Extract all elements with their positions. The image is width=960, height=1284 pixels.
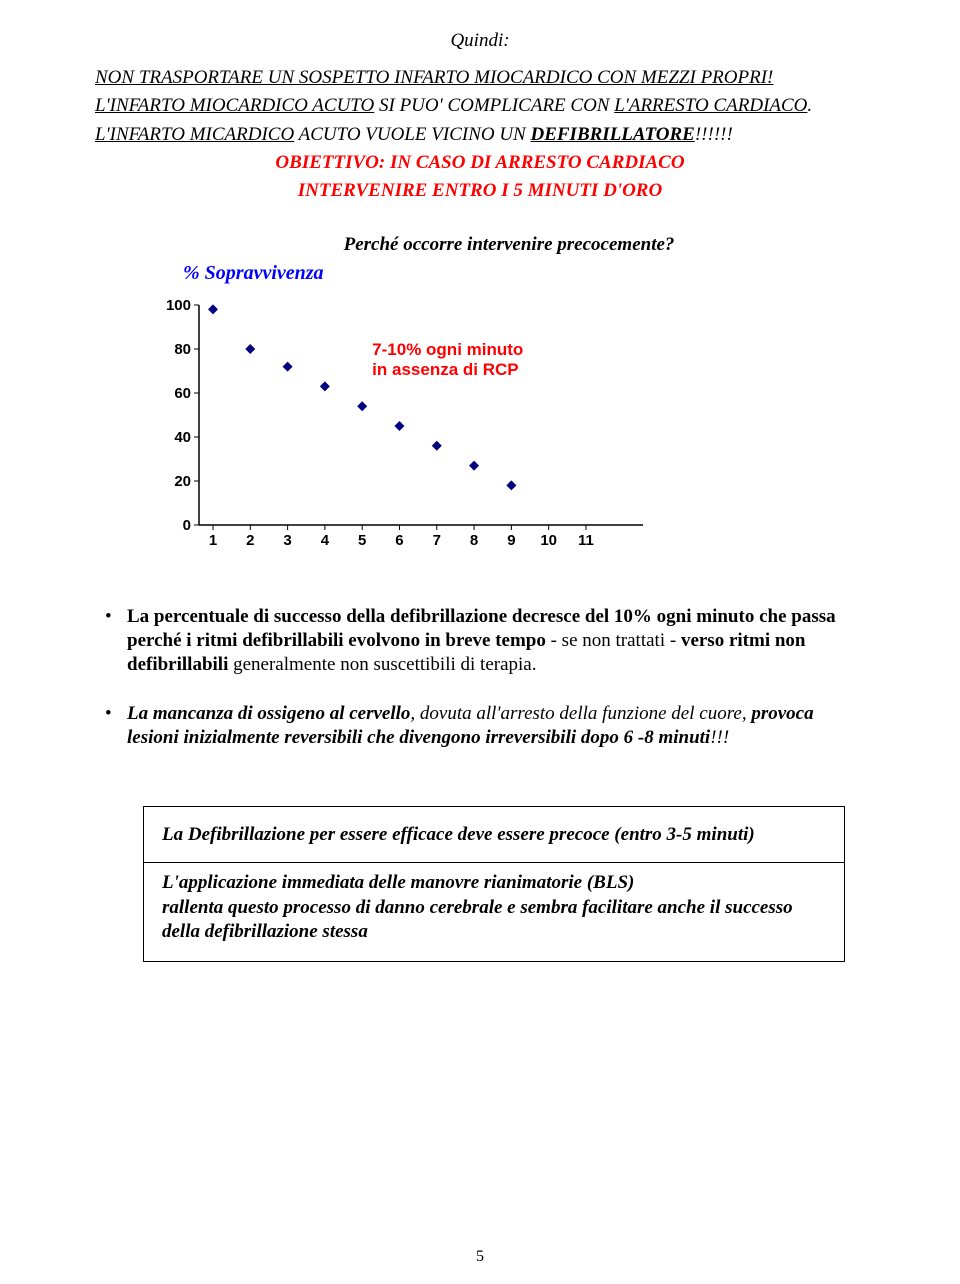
line1: NON TRASPORTARE UN SOSPETTO INFARTO MIOC…: [95, 66, 865, 90]
svg-text:2: 2: [246, 532, 254, 549]
bullet-item: •La percentuale di successo della defibr…: [105, 605, 865, 678]
svg-text:100: 100: [166, 297, 191, 314]
objective-line1: OBIETTIVO: IN CASO DI ARRESTO CARDIACO: [95, 151, 865, 175]
box-top-text: La Defibrillazione per essere efficace d…: [162, 823, 826, 848]
line3-post: DEFIBRILLATORE: [530, 124, 694, 145]
svg-text:6: 6: [395, 532, 403, 549]
box-bottom-line1: L'applicazione immediata delle manovre r…: [162, 871, 826, 896]
objective-line2: INTERVENIRE ENTRO I 5 MINUTI D'ORO: [95, 179, 865, 203]
box-divider: [144, 862, 844, 863]
svg-text:20: 20: [174, 473, 191, 490]
svg-text:11: 11: [578, 532, 594, 549]
line2-post: L'ARRESTO CARDIACO: [614, 95, 807, 116]
bullet-marker: •: [105, 605, 127, 678]
bullets-list: •La percentuale di successo della defibr…: [95, 605, 865, 751]
survival-chart: 100 80 60 40 20 0 1 2 3 4 5 6 7 8 9 10 11 7-10% ogni minu…: [153, 295, 653, 555]
quindi-heading: Quindi:: [95, 30, 865, 52]
svg-text:40: 40: [174, 429, 191, 446]
line3-mid: ACUTO VUOLE VICINO UN: [294, 124, 530, 145]
svg-text:0: 0: [183, 517, 191, 534]
line3-pre: L'INFARTO MICARDICO: [95, 124, 294, 145]
line2-mid: SI PUO' COMPLICARE CON: [374, 95, 614, 116]
svg-text:in assenza di RCP: in assenza di RCP: [372, 360, 518, 379]
svg-text:3: 3: [283, 532, 291, 549]
info-box: La Defibrillazione per essere efficace d…: [143, 806, 845, 962]
line2: L'INFARTO MIOCARDICO ACUTO SI PUO' COMPL…: [95, 94, 865, 118]
svg-text:1: 1: [209, 532, 217, 549]
box-bottom-line2: rallenta questo processo di danno cerebr…: [162, 896, 826, 945]
svg-text:7-10% ogni minuto: 7-10% ogni minuto: [372, 340, 523, 359]
chart-section: Perché occorre intervenire precocemente?…: [95, 234, 865, 555]
svg-text:80: 80: [174, 341, 191, 358]
bullet-marker: •: [105, 702, 127, 751]
bullet-text: La percentuale di successo della defibri…: [127, 605, 865, 678]
chart-perche: Perché occorre intervenire precocemente?: [153, 234, 865, 256]
line2-pre: L'INFARTO MIOCARDICO ACUTO: [95, 95, 374, 116]
svg-text:60: 60: [174, 385, 191, 402]
svg-text:5: 5: [358, 532, 366, 549]
line2-end: .: [807, 95, 812, 116]
svg-text:9: 9: [507, 532, 515, 549]
bullet-item: •La mancanza di ossigeno al cervello, do…: [105, 702, 865, 751]
svg-text:4: 4: [321, 532, 330, 549]
chart-title: % Sopravvivenza: [153, 262, 865, 285]
line3: L'INFARTO MICARDICO ACUTO VUOLE VICINO U…: [95, 123, 865, 147]
svg-text:10: 10: [540, 532, 557, 549]
line3-end: !!!!!!: [695, 124, 733, 145]
svg-text:7: 7: [433, 532, 441, 549]
svg-text:8: 8: [470, 532, 478, 549]
page-number: 5: [0, 1248, 960, 1266]
bullet-text: La mancanza di ossigeno al cervello, dov…: [127, 702, 865, 751]
